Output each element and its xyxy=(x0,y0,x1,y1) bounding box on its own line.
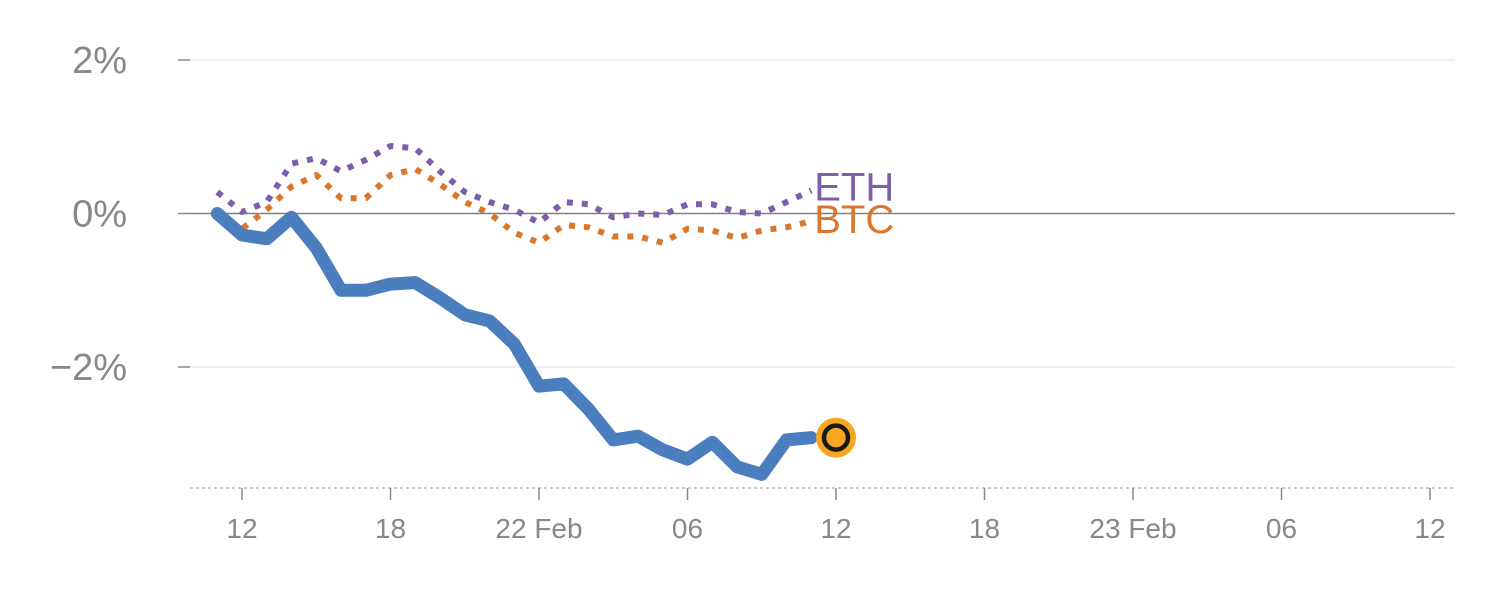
y-tick-label: 2% xyxy=(72,40,127,82)
series-line-eth xyxy=(215,143,813,226)
x-tick-label: 06 xyxy=(1266,513,1297,544)
x-tick-label: 23 Feb xyxy=(1089,513,1176,544)
x-tick-label: 18 xyxy=(969,513,1000,544)
series-lines xyxy=(210,143,818,481)
latest-point xyxy=(816,417,856,458)
series-label-btc: BTC xyxy=(814,198,894,242)
x-tick-label: 12 xyxy=(1414,513,1445,544)
x-tick-label: 18 xyxy=(375,513,406,544)
series-line-btc xyxy=(215,166,813,246)
x-axis: 12 18 22 Feb 06 12 18 23 Feb 06 12 xyxy=(190,487,1455,544)
x-tick-label: 12 xyxy=(226,513,257,544)
latest-point-marker xyxy=(821,423,851,452)
y-tick-label: 0% xyxy=(72,194,127,236)
gridlines xyxy=(190,59,1455,368)
series-line-main xyxy=(210,207,818,481)
y-axis: 2% 0% −2% xyxy=(50,40,190,389)
series-label-eth: ETH xyxy=(814,165,894,209)
y-tick-label: −2% xyxy=(50,347,127,389)
x-tick-label: 06 xyxy=(672,513,703,544)
x-tick-label: 22 Feb xyxy=(495,513,582,544)
x-tick-label: 12 xyxy=(820,513,851,544)
